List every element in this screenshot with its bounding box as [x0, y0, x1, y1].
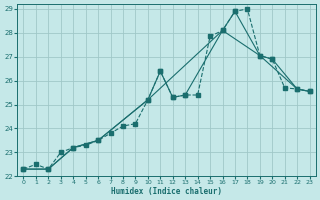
X-axis label: Humidex (Indice chaleur): Humidex (Indice chaleur)	[111, 187, 222, 196]
